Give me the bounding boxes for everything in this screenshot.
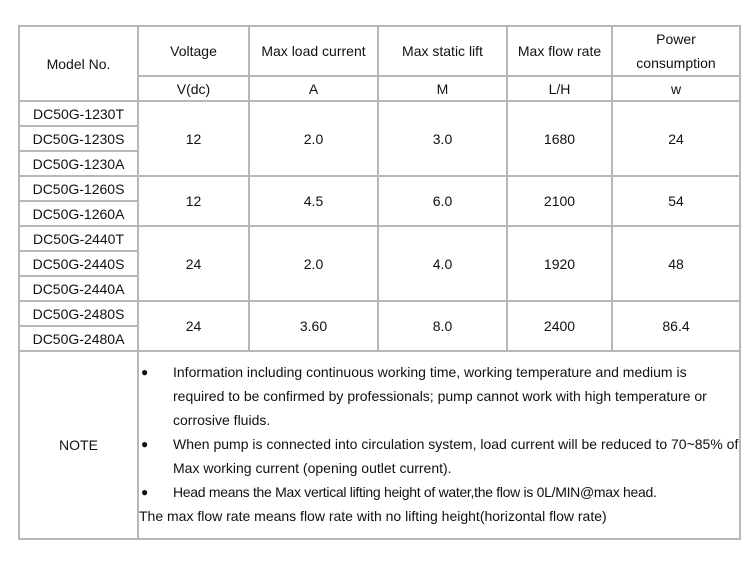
header-power: Power consumption bbox=[611, 25, 741, 77]
lift-cell: 6.0 bbox=[377, 175, 508, 227]
bullet-icon: ● bbox=[141, 437, 149, 451]
model-cell: DC50G-2440T bbox=[18, 225, 139, 252]
current-cell: 3.60 bbox=[248, 300, 379, 352]
lift-cell: 8.0 bbox=[377, 300, 508, 352]
model-cell: DC50G-1230S bbox=[18, 125, 139, 152]
note-tail: The max flow rate means flow rate with n… bbox=[139, 508, 607, 524]
model-cell: DC50G-1230T bbox=[18, 100, 139, 127]
flow-cell: 2400 bbox=[506, 300, 613, 352]
model-cell: DC50G-1230A bbox=[18, 150, 139, 177]
lift-cell: 4.0 bbox=[377, 225, 508, 302]
header-lift: Max static lift bbox=[377, 25, 508, 77]
unit-flow: L/H bbox=[506, 75, 613, 102]
note-label: NOTE bbox=[18, 350, 139, 540]
voltage-cell: 24 bbox=[137, 225, 250, 302]
unit-lift: M bbox=[377, 75, 508, 102]
current-cell: 4.5 bbox=[248, 175, 379, 227]
current-cell: 2.0 bbox=[248, 100, 379, 177]
power-cell: 86.4 bbox=[611, 300, 741, 352]
unit-current: A bbox=[248, 75, 379, 102]
model-cell: DC50G-2480A bbox=[18, 325, 139, 352]
voltage-cell: 24 bbox=[137, 300, 250, 352]
model-cell: DC50G-2480S bbox=[18, 300, 139, 327]
model-cell: DC50G-2440A bbox=[18, 275, 139, 302]
model-cell: DC50G-2440S bbox=[18, 250, 139, 277]
note-bullet: ● Head means the Max vertical lifting hei… bbox=[139, 480, 739, 504]
model-cell: DC50G-1260A bbox=[18, 200, 139, 227]
note-content: ● Information including continuous workin… bbox=[137, 350, 741, 540]
voltage-cell: 12 bbox=[137, 100, 250, 177]
voltage-cell: 12 bbox=[137, 175, 250, 227]
lift-cell: 3.0 bbox=[377, 100, 508, 177]
model-cell: DC50G-1260S bbox=[18, 175, 139, 202]
flow-cell: 1680 bbox=[506, 100, 613, 177]
flow-cell: 1920 bbox=[506, 225, 613, 302]
header-voltage: Voltage bbox=[137, 25, 250, 77]
current-cell: 2.0 bbox=[248, 225, 379, 302]
note-bullet: ● Information including continuous workin… bbox=[139, 360, 739, 432]
power-cell: 24 bbox=[611, 100, 741, 177]
power-cell: 54 bbox=[611, 175, 741, 227]
unit-voltage: V(dc) bbox=[137, 75, 250, 102]
power-cell: 48 bbox=[611, 225, 741, 302]
unit-power: w bbox=[611, 75, 741, 102]
flow-cell: 2100 bbox=[506, 175, 613, 227]
header-current: Max load current bbox=[248, 25, 379, 77]
note-bullet: ● When pump is connected into circulation… bbox=[139, 432, 739, 480]
header-model: Model No. bbox=[18, 25, 139, 102]
spec-table: Model No. Voltage Max load current Max s… bbox=[18, 25, 741, 540]
bullet-icon: ● bbox=[141, 365, 149, 379]
header-flow: Max flow rate bbox=[506, 25, 613, 77]
bullet-icon: ● bbox=[141, 485, 149, 499]
